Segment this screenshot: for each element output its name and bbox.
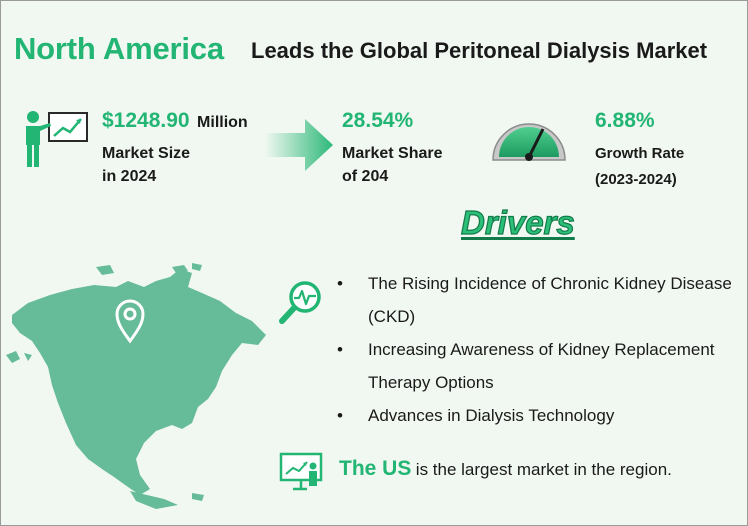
driver-item-text-continued: Therapy Options: [368, 373, 494, 392]
market-share-label: Market Share: [342, 145, 443, 162]
bullet-icon: •: [337, 406, 343, 425]
largest-market-country: The US: [339, 457, 412, 480]
title-highlight: North America: [14, 31, 224, 66]
market-size-unit: Million: [197, 114, 248, 131]
market-size-value-row: $1248.90 Million: [102, 109, 248, 135]
growth-rate-value: 6.88%: [595, 109, 655, 132]
gauge-icon: [492, 123, 566, 161]
bullet-icon: •: [337, 340, 343, 359]
location-pin-icon: [115, 299, 145, 344]
growth-rate-label: Growth Rate: [595, 145, 685, 162]
largest-market-statement: The US is the largest market in the regi…: [339, 457, 672, 481]
drivers-list: • The Rising Incidence of Chronic Kidney…: [337, 267, 737, 432]
largest-market-text: is the largest market in the region.: [415, 460, 672, 479]
title-text: Leads the Global Peritoneal Dialysis Mar…: [251, 38, 708, 63]
driver-item: • The Rising Incidence of Chronic Kidney…: [337, 267, 737, 333]
market-share-value: 28.54%: [342, 109, 414, 132]
growth-rate-period: (2023-2024): [595, 171, 677, 188]
presenter-chart-icon: [26, 111, 88, 167]
market-share-period: of 204: [342, 168, 389, 185]
driver-item-text: Increasing Awareness of Kidney Replaceme…: [368, 340, 715, 359]
driver-item-text: Advances in Dialysis Technology: [368, 406, 615, 425]
bullet-icon: •: [337, 274, 343, 293]
arrow-right-icon: [265, 119, 333, 171]
market-size-year: in 2024: [102, 168, 157, 185]
chart-board-icon: [279, 452, 323, 491]
driver-item-text-continued: (CKD): [368, 307, 416, 326]
market-size-label: Market Size: [102, 145, 191, 162]
driver-item: • Increasing Awareness of Kidney Replace…: [337, 333, 737, 399]
drivers-heading: Drivers: [460, 203, 575, 241]
magnifier-pulse-icon: [279, 281, 321, 324]
market-size-value: $1248.90: [102, 109, 190, 132]
driver-item: • Advances in Dialysis Technology: [337, 399, 737, 432]
north-america-map: [6, 263, 266, 509]
driver-item-text: The Rising Incidence of Chronic Kidney D…: [368, 274, 732, 293]
